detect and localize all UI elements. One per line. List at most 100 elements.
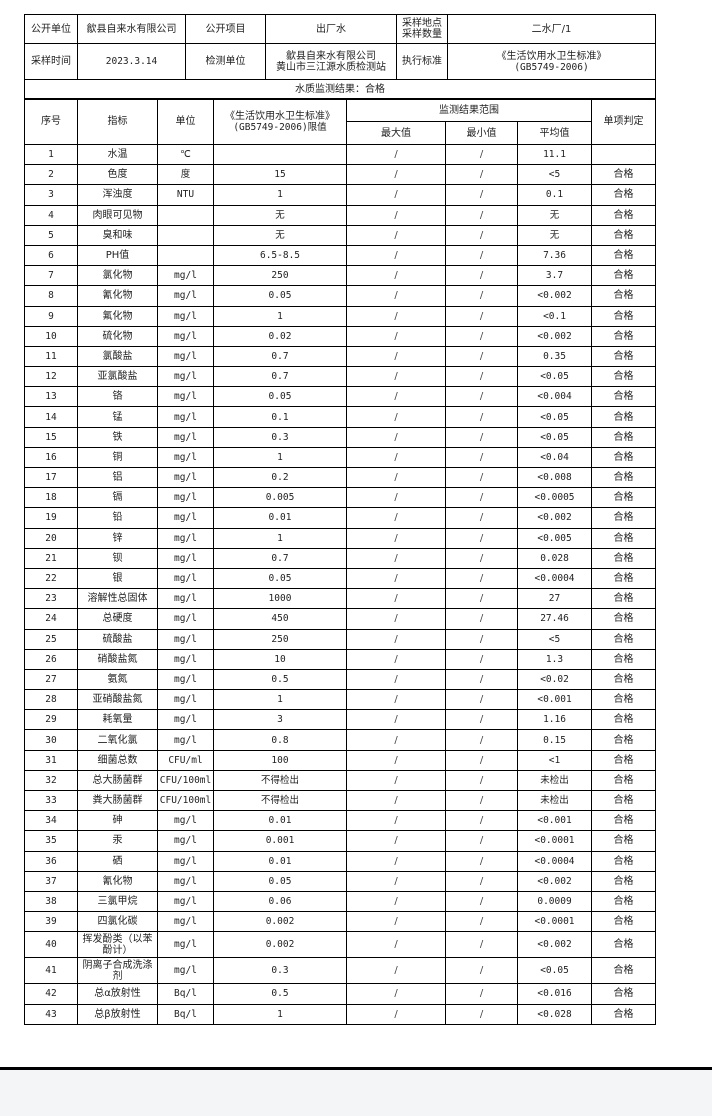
row-min: / xyxy=(445,527,518,549)
results-body: 1 水温 ℃ //11.1 2 色度度 15// <5 合格 3 浑浊度 NTU 1//0.1 合格 4 肉眼… xyxy=(24,143,657,1025)
standard-label: 执行标准 xyxy=(396,43,448,80)
row-max: / xyxy=(346,184,446,206)
row-min: / xyxy=(445,709,518,731)
row-unit: 度 xyxy=(157,164,214,186)
row-max: / xyxy=(346,830,446,852)
row-indicator: 锰 xyxy=(77,406,158,428)
row-unit: mg/l xyxy=(157,265,214,287)
row-limit: 0.01 xyxy=(213,850,347,872)
row-indicator: 汞 xyxy=(77,830,158,852)
row-no: 14 xyxy=(24,406,78,428)
row-min: / xyxy=(445,366,518,388)
row-avg: 0.15 xyxy=(516,729,593,751)
row-no: 29 xyxy=(24,709,78,731)
row-min: / xyxy=(445,957,518,985)
row-avg: <0.004 xyxy=(516,386,593,408)
row-unit: mg/l xyxy=(157,446,214,469)
row-indicator: PH值 xyxy=(77,244,158,267)
row-no: 39 xyxy=(24,911,78,933)
row-no: 23 xyxy=(24,588,78,610)
row-max: / xyxy=(346,547,446,569)
row-indicator: 砷 xyxy=(77,810,158,832)
row-unit: mg/l xyxy=(157,648,214,670)
row-avg: <0.05 xyxy=(516,406,593,428)
row-judgment: 合格 xyxy=(591,709,657,731)
row-limit: 100 xyxy=(213,749,347,771)
row-min: / xyxy=(445,810,518,832)
table-row: 15 铁 mg/l 0.3// <0.05 合格 xyxy=(24,426,657,448)
row-judgment: 合格 xyxy=(591,204,657,226)
item-label: 公开项目 xyxy=(185,14,266,44)
table-row: 18 镉 mg/l 0.005// <0.0005 合格 xyxy=(24,487,657,509)
row-min: / xyxy=(445,749,518,771)
row-judgment: 合格 xyxy=(591,265,657,287)
row-max: / xyxy=(346,588,446,610)
row-judgment: 合格 xyxy=(591,870,657,892)
row-max: / xyxy=(346,983,446,1005)
row-judgment: 合格 xyxy=(591,244,657,267)
row-no: 3 xyxy=(24,184,78,206)
row-no: 24 xyxy=(24,608,78,630)
time-label: 采样时间 xyxy=(24,43,78,80)
table-row: 9 氟化物 mg/l 1// <0.1 合格 xyxy=(24,305,657,327)
row-indicator: 氯化物 xyxy=(77,265,158,287)
row-max: / xyxy=(346,487,446,509)
table-row: 12 亚氯酸盐 mg/l 0.7// <0.05 合格 xyxy=(24,366,657,388)
result-summary: 水质监测结果：合格 xyxy=(24,79,656,100)
row-unit: CFU/100ml xyxy=(157,789,214,812)
table-row: 27 氨氮 mg/l 0.5// <0.02 合格 xyxy=(24,668,657,691)
row-no: 9 xyxy=(24,305,78,327)
row-min: / xyxy=(445,285,518,307)
row-min: / xyxy=(445,305,518,327)
row-indicator: 浑浊度 xyxy=(77,184,158,206)
row-no: 26 xyxy=(24,648,78,670)
row-no: 28 xyxy=(24,689,78,711)
row-avg: <0.1 xyxy=(516,305,593,327)
header-avg: 平均值 xyxy=(516,121,593,145)
row-limit: 0.002 xyxy=(213,911,347,933)
row-judgment: 合格 xyxy=(591,931,657,959)
row-unit: mg/l xyxy=(157,305,214,327)
row-limit: 0.8 xyxy=(213,729,347,751)
table-row: 37 氰化物 mg/l 0.05// <0.002 合格 xyxy=(24,870,657,892)
row-no: 22 xyxy=(24,567,78,590)
row-limit: 3 xyxy=(213,709,347,731)
row-judgment: 合格 xyxy=(591,224,657,246)
row-no: 43 xyxy=(24,1003,78,1025)
table-row: 5 臭和味无 / / 无合格 xyxy=(24,224,657,246)
row-avg: 7.36 xyxy=(516,244,593,267)
row-avg: <0.002 xyxy=(516,507,593,529)
lab-line2: 黄山市三江源水质检测站 xyxy=(276,61,386,73)
row-avg: <0.0004 xyxy=(516,850,593,872)
row-judgment: 合格 xyxy=(591,749,657,771)
row-avg: 1.16 xyxy=(516,709,593,731)
header-max: 最大值 xyxy=(346,121,446,145)
row-avg: <0.05 xyxy=(516,957,593,985)
table-row: 40 挥发酚类（以苯酚计） mg/l 0.002// <0.002 合格 xyxy=(24,931,657,959)
row-no: 16 xyxy=(24,446,78,469)
row-no: 37 xyxy=(24,870,78,892)
table-row: 22 银 mg/l 0.05// <0.0004 合格 xyxy=(24,567,657,590)
row-indicator: 水温 xyxy=(77,143,158,166)
header-limit-line2: (GB5749-2006)限值 xyxy=(233,121,327,133)
row-max: / xyxy=(346,386,446,408)
row-indicator: 氰化物 xyxy=(77,285,158,307)
row-limit: 1 xyxy=(213,689,347,711)
row-no: 12 xyxy=(24,366,78,388)
item-value: 出厂水 xyxy=(265,14,397,44)
row-unit: ℃ xyxy=(157,143,214,166)
table-row: 6 PH值 6.5-8.5//7.36 合格 xyxy=(24,244,657,267)
row-max: / xyxy=(346,345,446,368)
row-no: 33 xyxy=(24,789,78,812)
row-max: / xyxy=(346,204,446,226)
site-value: 二水厂/1 xyxy=(447,14,656,44)
row-judgment: 合格 xyxy=(591,769,657,792)
row-avg: <0.0004 xyxy=(516,567,593,590)
row-indicator: 总β放射性 xyxy=(77,1003,158,1025)
table-row: 34 砷 mg/l 0.01// <0.001 合格 xyxy=(24,810,657,832)
row-limit: 0.002 xyxy=(213,931,347,959)
row-limit: 0.3 xyxy=(213,957,347,985)
lab-label: 检测单位 xyxy=(185,43,266,80)
lab-value: 歙县自来水有限公司 黄山市三江源水质检测站 xyxy=(265,43,397,80)
row-max: / xyxy=(346,810,446,832)
